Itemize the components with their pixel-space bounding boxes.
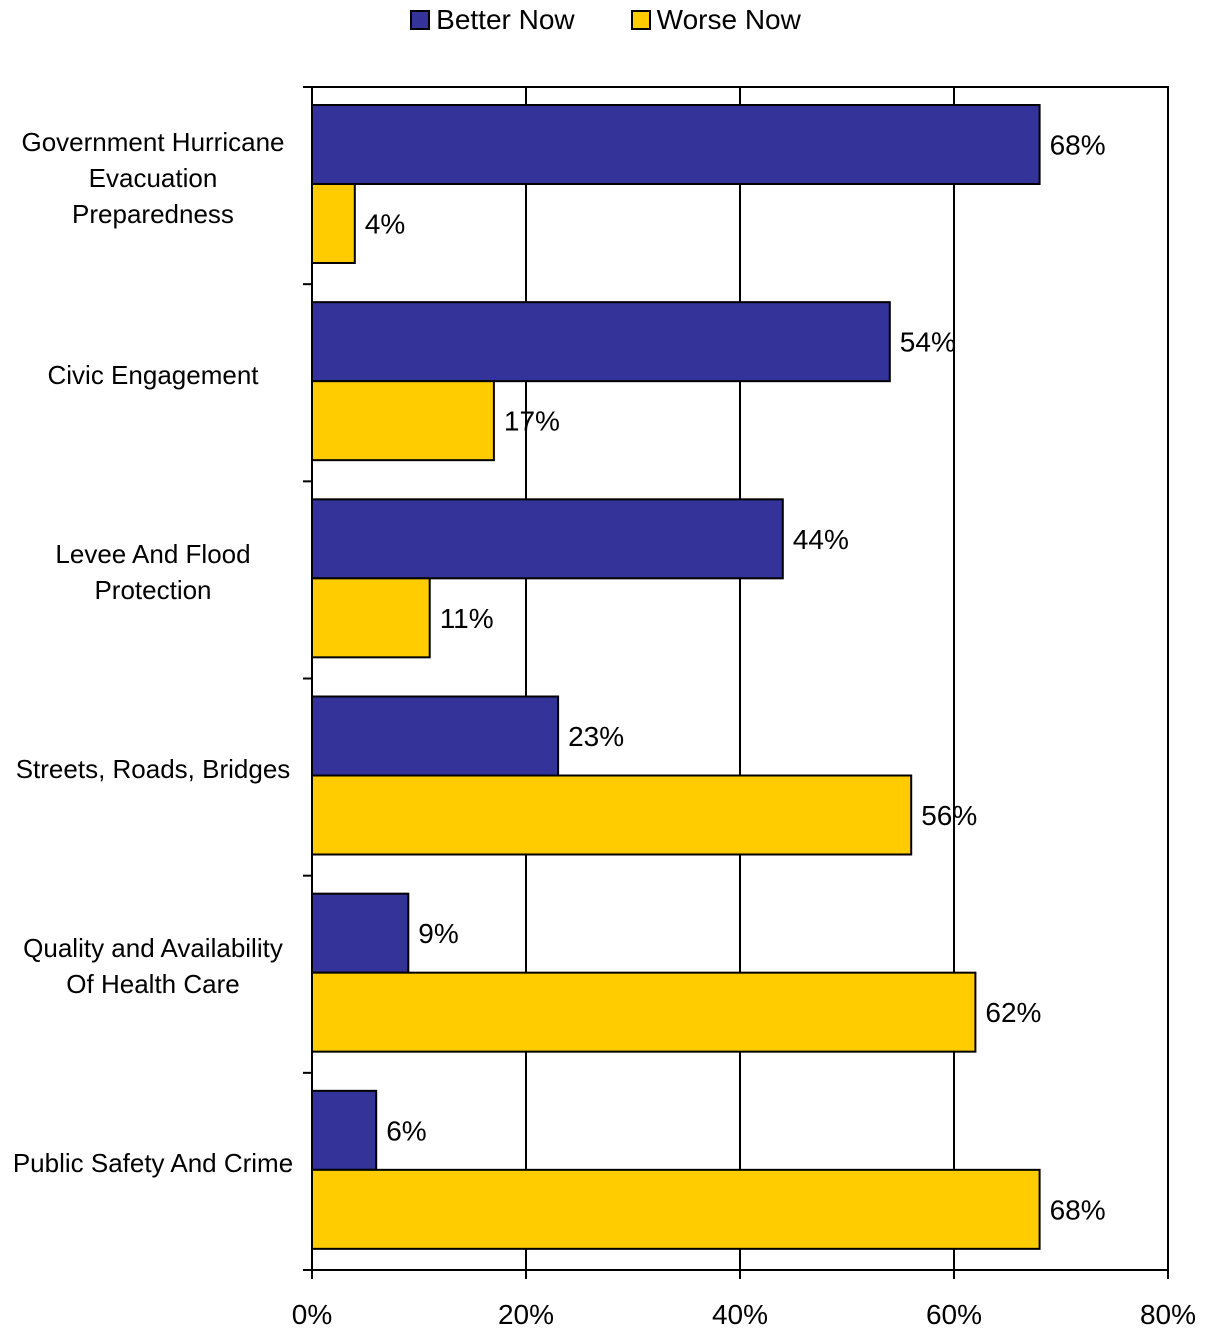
bar-better: [311, 892, 410, 974]
data-label-better: 6%: [386, 1115, 426, 1146]
bar-worse: [311, 380, 495, 462]
category-label: Levee And Flood Protection: [55, 538, 251, 605]
x-tick-label: 60%: [926, 1299, 982, 1330]
data-label-worse: 4%: [365, 209, 405, 240]
data-label-worse: 17%: [504, 406, 560, 437]
x-tick-label: 80%: [1140, 1299, 1196, 1330]
bar-worse: [311, 774, 913, 856]
legend-item-better: Better Now: [410, 4, 575, 36]
data-label-better: 44%: [793, 524, 849, 555]
legend-swatch-worse: [630, 10, 651, 30]
legend-label-worse: Worse Now: [656, 4, 801, 35]
category-label: Streets, Roads, Bridges: [15, 754, 291, 785]
legend: Better Now Worse Now: [0, 4, 1211, 36]
category-label: Government Hurricane Evacuation Prepared…: [21, 126, 285, 229]
x-tick-label: 20%: [498, 1299, 554, 1330]
legend-swatch-better: [410, 10, 431, 30]
bar-worse: [311, 577, 431, 659]
bar-worse: [311, 971, 977, 1053]
bar-better: [311, 1089, 378, 1171]
data-label-better: 68%: [1050, 130, 1106, 161]
legend-item-worse: Worse Now: [630, 4, 801, 36]
data-label-better: 9%: [418, 918, 458, 949]
data-label-worse: 11%: [440, 603, 494, 634]
data-label-worse: 56%: [921, 800, 977, 831]
data-label-better: 23%: [568, 721, 624, 752]
data-label-worse: 62%: [985, 997, 1041, 1028]
bar-better: [311, 104, 1041, 185]
bar-worse: [311, 1168, 1041, 1250]
data-label-better: 54%: [900, 327, 956, 358]
x-tick-label: 0%: [292, 1299, 332, 1330]
category-label: Public Safety And Crime: [12, 1148, 294, 1179]
data-label-worse: 68%: [1050, 1194, 1106, 1225]
category-label: Civic Engagement: [47, 359, 259, 390]
bar-better: [311, 301, 891, 383]
bar-better: [311, 695, 560, 777]
x-tick-label: 40%: [712, 1299, 768, 1330]
legend-label-better: Better Now: [436, 4, 575, 35]
bar-better: [311, 498, 784, 580]
bar-worse: [311, 183, 356, 264]
category-label: Quality and Availability Of Health Care: [23, 933, 283, 1000]
